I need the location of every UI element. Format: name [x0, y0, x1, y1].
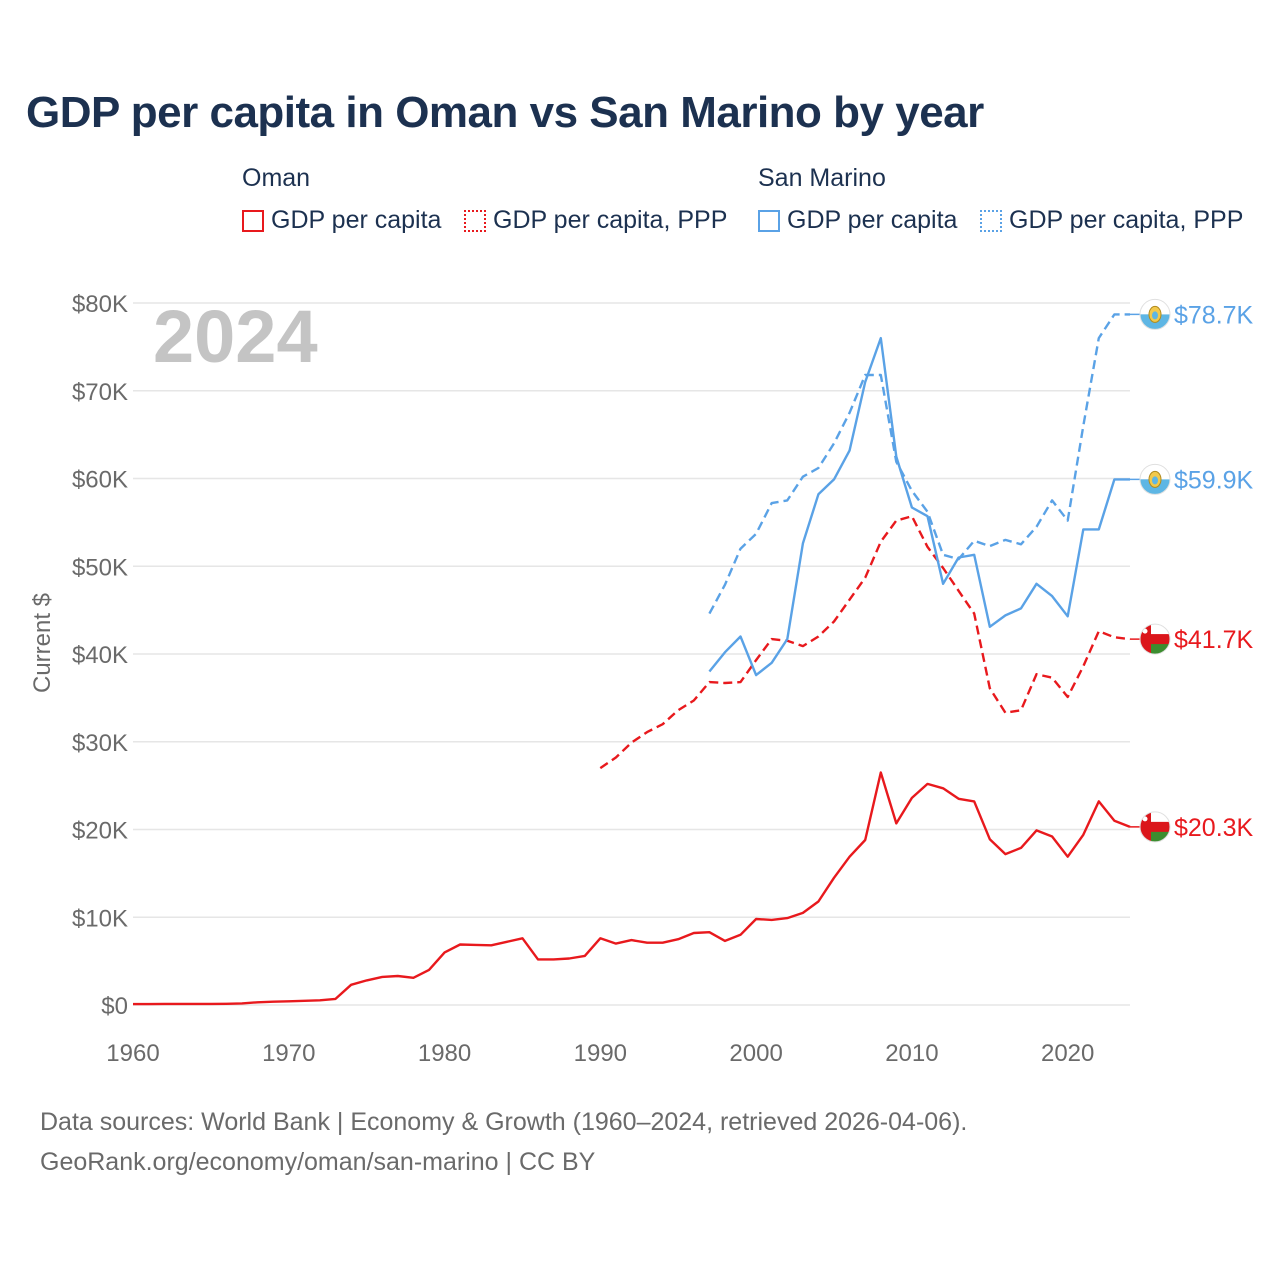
legend-label-oman-gdp: GDP per capita	[271, 206, 442, 234]
y-tick-label: $30K	[72, 730, 128, 757]
legend-label-oman-gdp-ppp: GDP per capita, PPP	[493, 206, 728, 234]
legend-item-oman-gdp[interactable]: GDP per capita	[242, 206, 441, 235]
footer-sources: Data sources: World Bank | Economy & Gro…	[40, 1108, 968, 1136]
y-tick-label: $20K	[72, 818, 128, 845]
end-value-label: $41.7K	[1174, 626, 1254, 654]
y-tick-label: $60K	[72, 467, 128, 494]
x-tick-label: 1960	[106, 1040, 159, 1067]
line-chart: 2024 $0$10K$20K$30K$40K$50K$60K$70K$80K …	[29, 291, 1254, 1067]
san-marino-flag	[1139, 463, 1171, 495]
legend-group-san-marino: San Marino	[758, 164, 886, 192]
legend-swatch-oman-gdp-ppp	[464, 209, 486, 232]
legend-group-oman: Oman	[242, 164, 311, 192]
x-axis-ticks: 1960 1970 1980 1990 2000 2010 2020	[106, 1040, 1094, 1067]
y-tick-label: $50K	[72, 554, 128, 581]
legend-swatch-san-marino-gdp-ppp	[980, 209, 1002, 232]
legend-swatch-san-marino-gdp	[758, 209, 780, 232]
series-line-oman-gdp-per-capita	[133, 771, 1131, 1006]
series-line-san-marino-gdp-per-capita	[708, 336, 1130, 677]
san-marino-flag	[1139, 298, 1171, 330]
footer-attribution: GeoRank.org/economy/oman/san-marino | CC…	[40, 1148, 596, 1176]
y-axis-ticks: $0 $10K $20K $30K $40K $50K $60K $70K $80K	[72, 291, 128, 1020]
legend-label-san-marino-gdp-ppp: GDP per capita, PPP	[1009, 206, 1244, 234]
end-value-label: $20.3K	[1174, 814, 1254, 842]
series-line-san-marino-gdp-per-capita-ppp	[708, 313, 1130, 615]
x-tick-label: 1980	[418, 1040, 471, 1067]
y-tick-label: $40K	[72, 642, 128, 669]
oman-flag	[1139, 623, 1171, 655]
chart-title: GDP per capita in Oman vs San Marino by …	[26, 88, 984, 137]
series-line-oman-gdp-per-capita-ppp	[599, 515, 1131, 770]
grid-lines	[133, 302, 1130, 1006]
y-tick-label: $80K	[72, 291, 128, 318]
x-tick-label: 2020	[1041, 1040, 1094, 1067]
series-lines	[133, 313, 1131, 1006]
x-tick-label: 2000	[729, 1040, 782, 1067]
y-tick-label: $0	[101, 993, 128, 1020]
end-value-label: $78.7K	[1174, 301, 1254, 329]
y-tick-label: $70K	[72, 379, 128, 406]
x-tick-label: 2010	[885, 1040, 938, 1067]
x-tick-label: 1990	[574, 1040, 627, 1067]
legend-label-san-marino-gdp: GDP per capita	[787, 206, 958, 234]
legend-item-san-marino-gdp-ppp[interactable]: GDP per capita, PPP	[980, 206, 1243, 235]
legend-item-oman-gdp-ppp[interactable]: GDP per capita, PPP	[464, 206, 727, 235]
legend-swatch-oman-gdp	[242, 209, 264, 232]
year-watermark: 2024	[153, 295, 318, 378]
end-labels: $20.3K $41.7K $59.9K $78.7K	[1130, 298, 1254, 843]
end-value-label: $59.9K	[1174, 466, 1254, 494]
oman-flag	[1139, 811, 1171, 843]
y-axis-label: Current $	[29, 593, 56, 693]
y-tick-label: $10K	[72, 905, 128, 932]
legend-item-san-marino-gdp[interactable]: GDP per capita	[758, 206, 957, 235]
x-tick-label: 1970	[262, 1040, 315, 1067]
